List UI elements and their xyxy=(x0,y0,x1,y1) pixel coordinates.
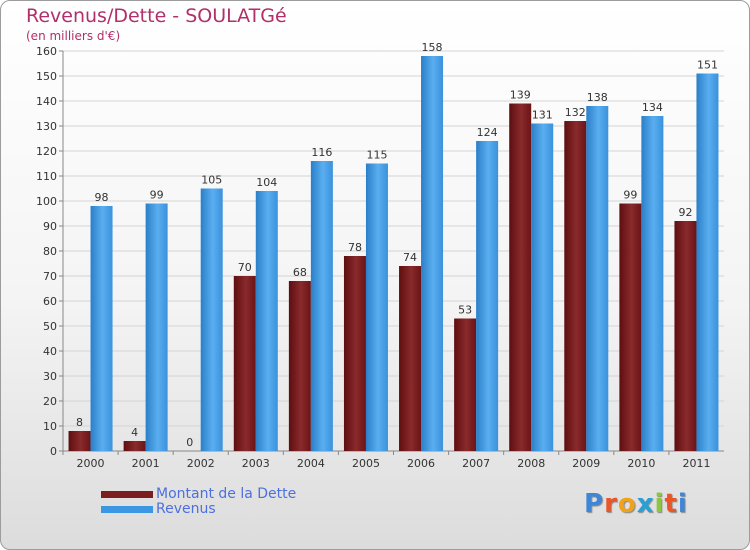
bar-dette xyxy=(399,266,422,451)
data-label-revenus: 158 xyxy=(422,41,443,54)
y-tick-label: 150 xyxy=(36,70,57,83)
y-tick-label: 140 xyxy=(36,95,57,108)
legend-label-dette: Montant de la Dette xyxy=(156,486,297,502)
bar-revenus xyxy=(531,123,554,451)
y-tick-label: 30 xyxy=(43,370,57,383)
x-tick-label: 2002 xyxy=(187,457,215,470)
bar-dette xyxy=(454,318,477,451)
logo-letter: P xyxy=(584,489,605,519)
bar-dette xyxy=(509,103,532,451)
data-label-dette: 139 xyxy=(510,89,531,102)
bar-revenus xyxy=(586,106,609,451)
x-tick-label: 2010 xyxy=(627,457,655,470)
x-tick-label: 2008 xyxy=(517,457,545,470)
y-tick-label: 100 xyxy=(36,195,57,208)
x-tick-label: 2011 xyxy=(682,457,710,470)
y-tick-label: 80 xyxy=(43,245,57,258)
legend-swatch-dette xyxy=(101,491,153,498)
x-tick-label: 2006 xyxy=(407,457,435,470)
bar-dette xyxy=(123,441,146,451)
bar-revenus xyxy=(476,141,499,451)
data-label-revenus: 131 xyxy=(532,109,553,122)
data-label-dette: 8 xyxy=(76,416,83,429)
data-label-revenus: 104 xyxy=(256,176,277,189)
chart-title: Revenus/Dette - SOULATGé xyxy=(26,5,287,27)
x-tick-label: 2003 xyxy=(242,457,270,470)
bar-dette xyxy=(564,121,587,451)
logo-letter: t xyxy=(664,489,678,519)
bar-revenus xyxy=(255,191,278,451)
logo-letter: i xyxy=(654,489,665,519)
data-label-dette: 53 xyxy=(458,304,472,317)
data-label-revenus: 99 xyxy=(150,189,164,202)
bar-revenus xyxy=(421,56,444,451)
data-label-dette: 0 xyxy=(186,436,193,449)
data-label-dette: 68 xyxy=(293,266,307,279)
bar-revenus xyxy=(696,73,719,451)
logo-letter: i xyxy=(677,489,688,519)
data-label-dette: 132 xyxy=(565,106,586,119)
data-label-revenus: 116 xyxy=(311,146,332,159)
x-tick-label: 2004 xyxy=(297,457,325,470)
y-tick-label: 10 xyxy=(43,420,57,433)
bar-revenus xyxy=(90,206,113,451)
data-label-revenus: 98 xyxy=(95,191,109,204)
data-label-dette: 70 xyxy=(238,261,252,274)
legend-swatch-revenus xyxy=(101,506,153,513)
bar-dette xyxy=(233,276,256,451)
x-tick-label: 2001 xyxy=(132,457,160,470)
bar-dette xyxy=(343,256,366,451)
data-label-dette: 99 xyxy=(623,189,637,202)
x-tick-label: 2000 xyxy=(77,457,105,470)
data-label-revenus: 115 xyxy=(366,149,387,162)
y-tick-label: 90 xyxy=(43,220,57,233)
bar-revenus xyxy=(365,163,388,451)
logo-letter: o xyxy=(617,489,637,519)
bar-revenus xyxy=(310,161,333,451)
y-tick-label: 110 xyxy=(36,170,57,183)
bar-dette xyxy=(619,203,642,451)
chart-subtitle: (en milliers d'€) xyxy=(26,29,121,43)
bar-dette xyxy=(674,221,697,451)
logo-letter: r xyxy=(604,489,618,519)
y-tick-label: 130 xyxy=(36,120,57,133)
legend-label-revenus: Revenus xyxy=(156,501,216,517)
y-tick-label: 60 xyxy=(43,295,57,308)
logo-letter: x xyxy=(636,489,655,519)
y-tick-label: 120 xyxy=(36,145,57,158)
data-label-revenus: 151 xyxy=(697,59,718,72)
y-tick-label: 50 xyxy=(43,320,57,333)
data-label-dette: 4 xyxy=(131,426,138,439)
x-tick-label: 2007 xyxy=(462,457,490,470)
data-label-revenus: 105 xyxy=(201,174,222,187)
data-label-dette: 78 xyxy=(348,241,362,254)
bar-dette xyxy=(68,431,91,451)
bar-revenus xyxy=(145,203,168,451)
y-tick-label: 160 xyxy=(36,45,57,58)
bar-dette xyxy=(288,281,311,451)
x-tick-label: 2009 xyxy=(572,457,600,470)
data-label-revenus: 138 xyxy=(587,91,608,104)
y-tick-label: 20 xyxy=(43,395,57,408)
x-tick-label: 2005 xyxy=(352,457,380,470)
data-label-revenus: 124 xyxy=(477,126,498,139)
y-tick-label: 40 xyxy=(43,345,57,358)
data-label-dette: 74 xyxy=(403,251,417,264)
data-label-revenus: 134 xyxy=(642,101,663,114)
y-tick-label: 0 xyxy=(50,445,57,458)
bar-revenus xyxy=(200,188,223,451)
data-label-dette: 92 xyxy=(678,206,692,219)
bar-revenus xyxy=(641,116,664,451)
y-tick-label: 70 xyxy=(43,270,57,283)
proxiti-logo: Proxiti xyxy=(584,489,688,519)
